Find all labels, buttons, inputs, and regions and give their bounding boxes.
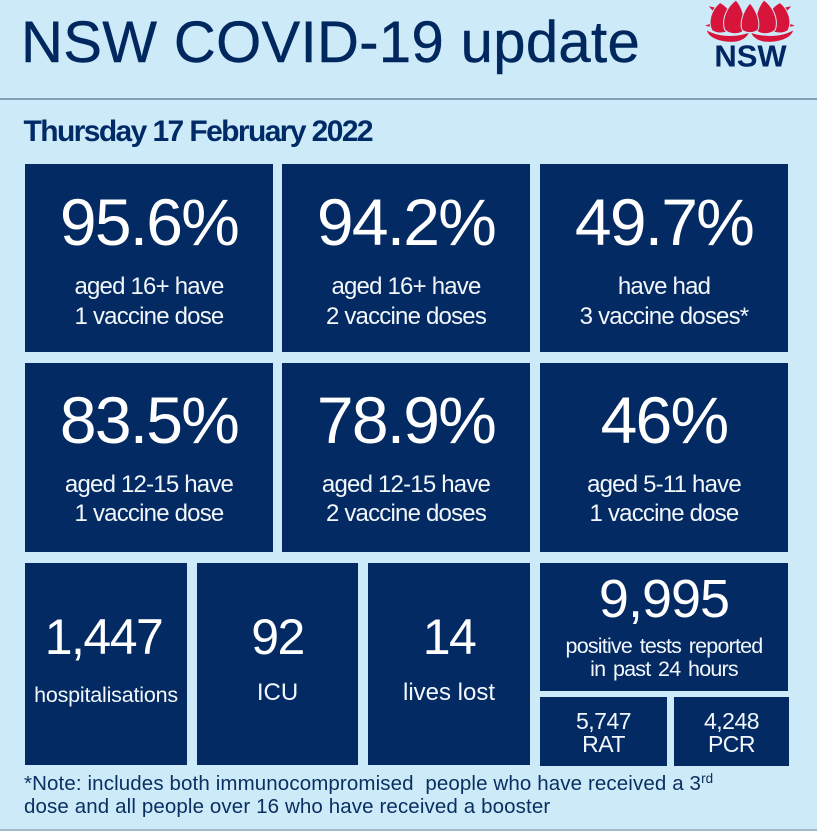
svg-text:NSW: NSW xyxy=(714,39,787,71)
